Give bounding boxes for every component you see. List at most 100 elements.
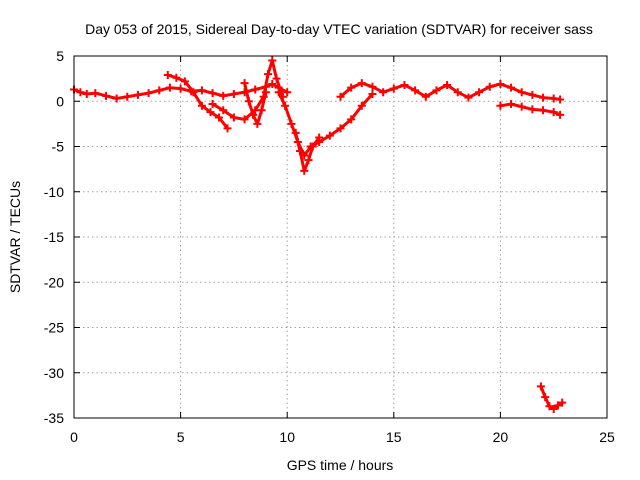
data-point bbox=[123, 92, 132, 101]
data-point bbox=[539, 106, 548, 115]
data-point bbox=[507, 83, 516, 92]
data-point bbox=[336, 92, 345, 101]
data-point bbox=[304, 156, 313, 165]
data-point bbox=[101, 91, 110, 100]
data-point bbox=[496, 101, 505, 110]
data-point bbox=[208, 89, 217, 98]
x-tick-label: 15 bbox=[386, 429, 402, 445]
data-point bbox=[76, 88, 85, 97]
series-line bbox=[339, 81, 562, 101]
data-point bbox=[219, 106, 228, 115]
data-point bbox=[165, 83, 174, 92]
data-point bbox=[528, 105, 537, 114]
data-point bbox=[281, 101, 290, 110]
data-point bbox=[300, 166, 309, 175]
data-point bbox=[558, 398, 567, 407]
data-point bbox=[287, 119, 296, 128]
series-sat-f bbox=[291, 128, 324, 175]
y-tick-label: -30 bbox=[44, 365, 64, 381]
data-point bbox=[357, 101, 366, 110]
data-point bbox=[219, 91, 228, 100]
grid bbox=[74, 56, 607, 418]
data-point bbox=[528, 90, 537, 99]
y-tick-label: 0 bbox=[56, 93, 64, 109]
data-point bbox=[240, 79, 249, 88]
data-point bbox=[347, 83, 356, 92]
data-point bbox=[261, 88, 270, 97]
data-point bbox=[496, 80, 505, 89]
y-tick-label: -5 bbox=[52, 139, 65, 155]
series-sat-g bbox=[336, 79, 565, 104]
data-point bbox=[545, 402, 554, 411]
data-point bbox=[517, 88, 526, 97]
series-sat-i bbox=[536, 382, 567, 413]
data-point bbox=[475, 88, 484, 97]
series-sat-e bbox=[274, 88, 377, 160]
data-point bbox=[389, 84, 398, 93]
data-point bbox=[553, 401, 562, 410]
series-sat-b bbox=[163, 71, 232, 133]
data-point bbox=[507, 99, 516, 108]
y-axis-label: SDTVAR / TECUs bbox=[7, 181, 23, 293]
data-point bbox=[180, 77, 189, 86]
data-point bbox=[443, 80, 452, 89]
x-tick-label: 10 bbox=[279, 429, 295, 445]
y-tick-label: -35 bbox=[44, 410, 64, 426]
data-point bbox=[336, 124, 345, 133]
data-point bbox=[189, 88, 198, 97]
data-point bbox=[264, 70, 273, 79]
ticks bbox=[73, 55, 608, 419]
data-point bbox=[214, 113, 223, 122]
data-point bbox=[91, 89, 100, 98]
series-sat-c bbox=[208, 56, 287, 124]
data-point bbox=[347, 115, 356, 124]
data-point bbox=[144, 89, 153, 98]
data-point bbox=[251, 85, 260, 94]
data-point bbox=[176, 84, 185, 93]
data-point bbox=[253, 119, 262, 128]
data-point bbox=[133, 90, 142, 99]
data-point bbox=[257, 106, 266, 115]
series-sat-h bbox=[496, 99, 565, 119]
data-point bbox=[432, 86, 441, 95]
data-point bbox=[421, 92, 430, 101]
data-point bbox=[172, 73, 181, 82]
data-point bbox=[268, 56, 277, 65]
x-tick-label: 0 bbox=[70, 429, 78, 445]
data-point bbox=[155, 86, 164, 95]
x-tick-labels: 0 5 10 15 20 25 bbox=[70, 429, 615, 445]
data-point bbox=[411, 86, 420, 95]
series-sat-a bbox=[70, 80, 292, 103]
data-point bbox=[453, 88, 462, 97]
data-point bbox=[368, 90, 377, 99]
data-point bbox=[308, 142, 317, 151]
data-point bbox=[244, 97, 253, 106]
data-point bbox=[536, 382, 545, 391]
data-point bbox=[268, 80, 277, 89]
data-point bbox=[272, 74, 281, 83]
y-tick-label: -15 bbox=[44, 229, 64, 245]
data-point bbox=[208, 99, 217, 108]
data-point bbox=[283, 88, 292, 97]
data-point bbox=[295, 147, 304, 156]
y-tick-label: -10 bbox=[44, 184, 64, 200]
series-layer bbox=[70, 56, 567, 413]
y-tick-labels: -35 -30 -25 -20 -15 -10 -5 0 5 bbox=[44, 48, 64, 426]
data-point bbox=[315, 133, 324, 142]
data-point bbox=[291, 128, 300, 137]
data-point bbox=[223, 124, 232, 133]
data-point bbox=[249, 110, 258, 119]
data-point bbox=[163, 71, 172, 80]
data-point bbox=[229, 90, 238, 99]
data-point bbox=[485, 82, 494, 91]
data-point bbox=[112, 94, 121, 103]
chart-title: Day 053 of 2015, Sidereal Day-to-day VTE… bbox=[85, 21, 593, 37]
data-point bbox=[82, 90, 91, 99]
data-point bbox=[556, 95, 565, 104]
data-point bbox=[325, 131, 334, 140]
data-point bbox=[206, 108, 215, 117]
data-point bbox=[549, 404, 558, 413]
data-point bbox=[197, 86, 206, 95]
data-point bbox=[541, 393, 550, 402]
